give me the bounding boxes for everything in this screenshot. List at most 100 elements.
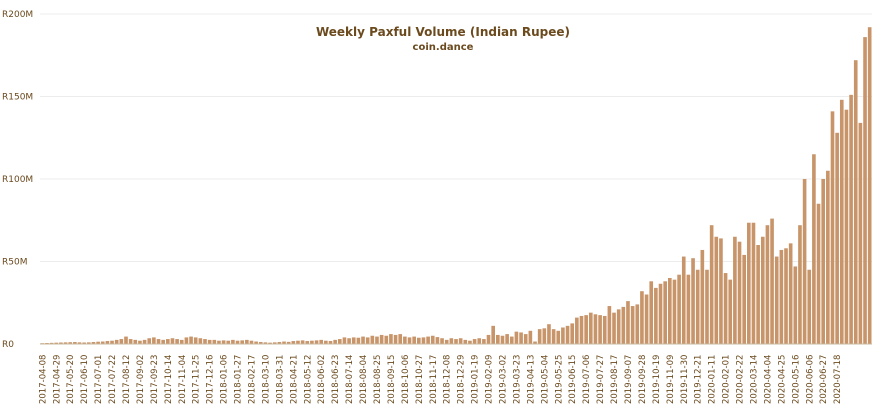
- bar: [853, 60, 858, 344]
- x-tick-label: 2019-07-27: [596, 355, 606, 404]
- bar: [477, 338, 482, 344]
- x-tick-label: 2018-12-08: [443, 355, 453, 404]
- bar: [193, 337, 198, 344]
- x-tick-label: 2019-06-15: [568, 355, 578, 404]
- bar: [621, 306, 626, 345]
- bar: [756, 245, 760, 344]
- bar: [839, 99, 844, 344]
- bar: [198, 338, 203, 344]
- bar: [245, 339, 249, 345]
- x-tick-label: 2019-09-28: [638, 355, 648, 404]
- bar: [68, 342, 73, 344]
- x-tick-label: 2018-01-27: [234, 355, 244, 404]
- x-tick-label: 2017-12-16: [206, 355, 216, 404]
- bar: [719, 238, 723, 344]
- bar: [570, 323, 575, 345]
- bar: [463, 339, 468, 345]
- bar: [365, 337, 370, 344]
- x-tick-label: 2019-03-02: [498, 355, 508, 404]
- bar: [403, 336, 407, 344]
- bar: [138, 340, 142, 344]
- x-tick-label: 2018-10-06: [401, 355, 411, 404]
- x-tick-label: 2017-07-01: [94, 355, 104, 404]
- bar: [277, 342, 282, 344]
- bar: [505, 334, 509, 344]
- bar: [258, 342, 263, 344]
- bar: [486, 334, 491, 344]
- bar: [491, 325, 495, 344]
- bar: [788, 243, 793, 344]
- bar: [407, 337, 412, 344]
- bar: [156, 339, 161, 344]
- x-tick-label: 2020-01-11: [708, 355, 718, 404]
- bar: [686, 274, 691, 344]
- bar: [714, 236, 719, 344]
- x-tick-label: 2017-04-29: [52, 355, 62, 404]
- bar: [528, 330, 533, 344]
- bar: [663, 281, 667, 344]
- bar: [305, 341, 310, 344]
- bar: [458, 338, 463, 344]
- x-tick-label: 2018-05-12: [303, 355, 313, 404]
- x-tick-label: 2020-05-16: [791, 355, 801, 404]
- x-tick-label: 2018-01-06: [220, 355, 230, 404]
- bar: [468, 340, 472, 344]
- bar: [644, 294, 649, 344]
- bar: [630, 306, 635, 344]
- bar: [435, 337, 440, 344]
- bar: [77, 342, 82, 344]
- bar: [310, 340, 314, 344]
- bar: [152, 337, 156, 344]
- bar: [263, 342, 268, 344]
- bar: [565, 325, 570, 344]
- bar: [133, 339, 138, 345]
- bar: [779, 249, 784, 344]
- x-tick-label: 2017-09-23: [150, 355, 160, 404]
- bar: [426, 336, 430, 344]
- bar: [798, 225, 802, 344]
- bar: [496, 334, 500, 344]
- x-tick-label: 2019-10-19: [652, 355, 662, 404]
- bar: [207, 339, 212, 345]
- bar: [802, 179, 807, 344]
- x-tick-label: 2018-09-15: [387, 355, 397, 404]
- bar: [547, 324, 551, 344]
- bar: [375, 336, 379, 344]
- x-tick-label: 2017-11-25: [192, 355, 202, 404]
- bar: [268, 342, 272, 344]
- bar: [370, 335, 375, 344]
- bar: [537, 329, 542, 344]
- x-tick-label: 2019-08-17: [610, 355, 620, 404]
- bar: [747, 222, 751, 344]
- x-tick-label: 2019-02-09: [485, 355, 495, 404]
- bar: [235, 340, 240, 344]
- bar: [114, 339, 119, 345]
- x-tick-label: 2017-07-22: [108, 355, 118, 404]
- bar: [300, 340, 305, 344]
- bar: [551, 329, 556, 344]
- bar: [812, 154, 816, 344]
- y-axis-ticks: R0 R50M R100M R150M R200M: [2, 10, 33, 350]
- bar: [319, 339, 324, 345]
- bar: [212, 339, 217, 345]
- bar: [765, 225, 770, 344]
- bar: [482, 339, 486, 344]
- x-tick-label: 2019-07-06: [582, 355, 592, 404]
- bar: [533, 341, 537, 344]
- bar: [658, 283, 663, 344]
- bar: [221, 340, 226, 344]
- x-tick-label: 2019-01-19: [471, 355, 481, 404]
- bar: [607, 306, 612, 344]
- bar: [351, 337, 356, 344]
- x-tick-label: 2019-05-25: [554, 355, 564, 404]
- bar: [784, 248, 788, 344]
- bar: [691, 258, 695, 344]
- bar: [723, 273, 728, 344]
- bar: [286, 341, 291, 344]
- bar: [240, 340, 245, 344]
- x-tick-label: 2020-03-14: [749, 355, 759, 404]
- bar: [867, 27, 872, 344]
- bar: [96, 341, 100, 344]
- x-tick-label: 2018-08-04: [359, 355, 369, 404]
- bar: [728, 279, 733, 344]
